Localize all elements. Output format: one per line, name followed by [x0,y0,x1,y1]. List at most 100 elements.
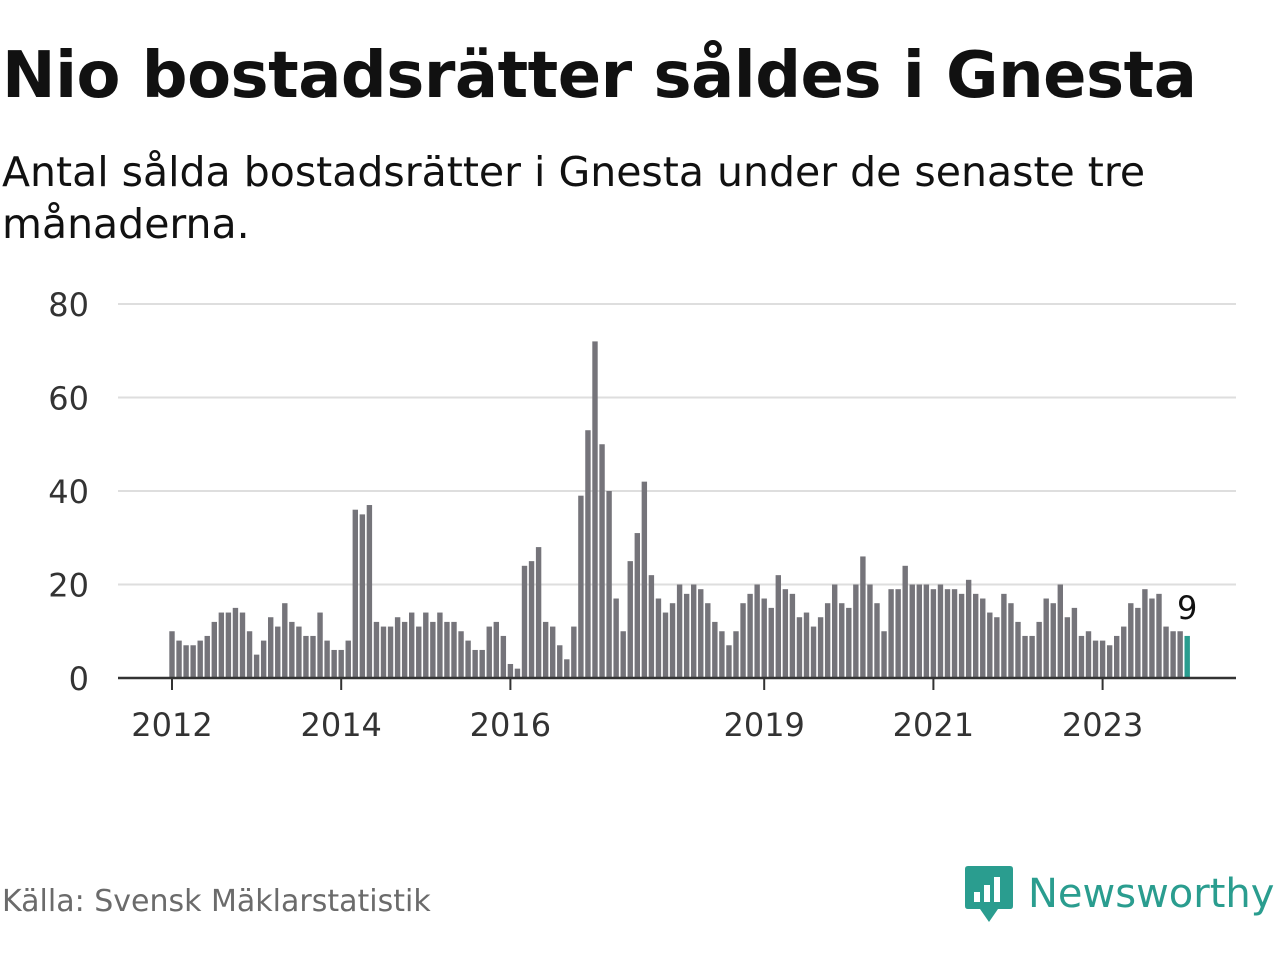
bar [1170,631,1176,678]
bar [712,621,718,678]
bar [246,631,253,678]
source-note: Källa: Svensk Mäklarstatistik [2,884,431,919]
bar [296,626,302,678]
bar [458,631,464,678]
bar [183,645,189,678]
bar [733,631,739,678]
bar [669,603,676,678]
bar [542,621,549,678]
bar [740,603,746,678]
y-tick-label: 0 [69,660,89,698]
gridlines [118,303,1236,586]
bar [514,668,521,678]
bar [310,635,316,678]
bar [253,654,260,679]
bar [451,621,457,678]
bar [662,612,669,678]
bar [592,341,598,678]
bar [641,481,648,678]
bar [324,640,330,678]
bar [606,491,612,678]
bar [627,561,633,679]
bar [599,444,605,678]
bar [726,645,732,678]
bar [409,612,415,678]
bar [218,612,225,678]
bar [768,607,774,679]
bar [550,626,556,678]
bar [895,589,901,678]
bar [1099,640,1106,678]
bar [676,584,683,678]
bar [1078,635,1085,678]
bar [225,612,232,678]
bar [1106,645,1113,678]
bar [909,584,915,678]
bar [1022,635,1028,678]
bar [303,635,309,678]
x-tick-label: 2014 [300,706,381,744]
bar [691,584,697,678]
last-value-label: 9 [1177,589,1197,627]
y-tick-label: 20 [48,567,89,605]
bar [394,617,401,678]
bar [1163,626,1169,678]
bar [1008,603,1014,678]
bar [1043,598,1049,678]
bar [1015,621,1021,678]
bar [260,640,267,678]
chart-title: Nio bostadsrätter såldes i Gnesta [2,39,1197,113]
bar [881,631,887,678]
bar [465,640,471,678]
bar [782,589,789,678]
bar [521,565,528,678]
y-tick-label: 80 [48,286,89,324]
bar [430,621,436,678]
bar [958,593,965,678]
bar [380,626,387,678]
bar [239,612,246,678]
bar [832,584,838,678]
brand-name: Newsworthy [1028,871,1275,917]
bar [937,584,944,678]
bar [916,584,922,678]
bar [486,626,492,678]
x-tick-label: 2021 [893,706,974,744]
bar [930,589,937,678]
x-tick-label: 2016 [470,706,551,744]
bar-chart: 0 20 40 60 80 2012 2014 2016 2019 2021 2023 9 [48,286,1236,744]
bar [719,631,725,678]
chart-subtitle: Antal sålda bostadsrätter i Gnesta under… [2,148,1146,248]
bar [359,514,366,679]
bar [1128,603,1134,678]
bar [1029,635,1035,678]
bar [853,584,859,678]
bar [1001,593,1007,678]
bar [824,603,831,678]
bar [190,645,196,678]
bar [366,505,373,678]
bar [1085,631,1092,678]
bar [444,621,450,678]
bar [338,649,344,678]
bar [578,495,584,678]
bar [282,603,288,678]
bar [1135,607,1141,679]
bar [867,584,873,678]
y-tick-label: 40 [48,473,89,511]
bar [423,612,429,678]
axes: 0 20 40 60 80 2012 2014 2016 2019 2021 2023 9 [48,286,1236,744]
bar [275,626,281,678]
bar [1036,621,1042,678]
bar [401,621,408,678]
bar [232,607,239,679]
bar [331,649,337,678]
bar [493,621,499,678]
y-tick-label: 60 [48,380,89,418]
bar [197,640,203,678]
bar [507,663,514,678]
bar [803,612,810,678]
bar [705,603,711,678]
bar [810,626,817,678]
bar [761,598,767,678]
